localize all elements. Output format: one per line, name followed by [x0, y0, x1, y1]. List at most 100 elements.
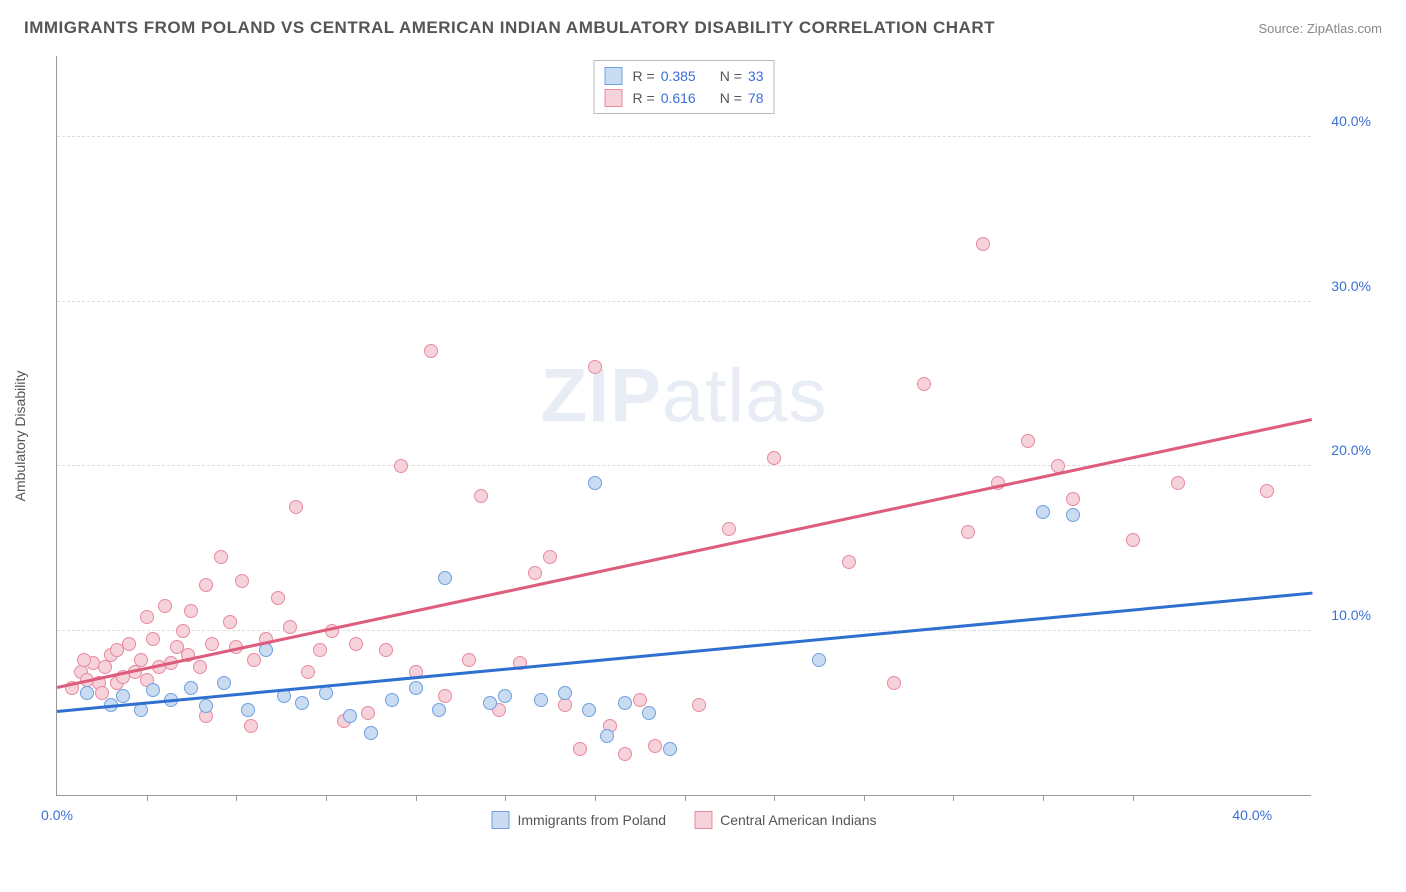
legend-swatch	[694, 811, 712, 829]
legend-r-value: 0.616	[661, 90, 696, 106]
scatter-point	[244, 719, 258, 733]
y-tick-label: 10.0%	[1331, 607, 1371, 623]
scatter-point	[887, 676, 901, 690]
scatter-point	[343, 709, 357, 723]
scatter-point	[122, 637, 136, 651]
source-attribution: Source: ZipAtlas.com	[1258, 21, 1382, 36]
scatter-point	[558, 686, 572, 700]
x-tick-mark	[685, 795, 686, 801]
scatter-point	[528, 566, 542, 580]
gridline	[57, 630, 1311, 631]
scatter-point	[1126, 533, 1140, 547]
scatter-point	[301, 665, 315, 679]
scatter-point	[361, 706, 375, 720]
chart-container: Ambulatory Disability ZIPatlas R =0.385N…	[56, 56, 1376, 816]
scatter-point	[917, 377, 931, 391]
x-tick-mark	[1043, 795, 1044, 801]
scatter-point	[961, 525, 975, 539]
legend-r-label: R =	[633, 68, 655, 84]
legend-swatch	[605, 89, 623, 107]
legend-row: R =0.385N =33	[605, 65, 764, 87]
scatter-point	[140, 610, 154, 624]
legend-label: Immigrants from Poland	[517, 812, 666, 828]
gridline	[57, 301, 1311, 302]
y-axis-label: Ambulatory Disability	[12, 371, 28, 502]
x-tick-mark	[326, 795, 327, 801]
scatter-point	[424, 344, 438, 358]
scatter-point	[409, 681, 423, 695]
scatter-point	[483, 696, 497, 710]
scatter-point	[642, 706, 656, 720]
scatter-point	[722, 522, 736, 536]
x-tick-mark	[864, 795, 865, 801]
scatter-point	[217, 676, 231, 690]
scatter-point	[432, 703, 446, 717]
scatter-point	[582, 703, 596, 717]
series-legend: Immigrants from Poland Central American I…	[491, 811, 876, 829]
y-tick-label: 40.0%	[1331, 113, 1371, 129]
scatter-point	[1260, 484, 1274, 498]
scatter-point	[379, 643, 393, 657]
x-tick-label: 0.0%	[41, 807, 73, 823]
scatter-point	[573, 742, 587, 756]
scatter-point	[80, 686, 94, 700]
scatter-point	[588, 360, 602, 374]
y-tick-label: 30.0%	[1331, 278, 1371, 294]
x-tick-mark	[774, 795, 775, 801]
plot-area: ZIPatlas R =0.385N =33R =0.616N =78 Immi…	[56, 56, 1311, 796]
legend-n-label: N =	[720, 90, 742, 106]
scatter-point	[842, 555, 856, 569]
legend-n-label: N =	[720, 68, 742, 84]
scatter-point	[1036, 505, 1050, 519]
x-tick-mark	[147, 795, 148, 801]
scatter-point	[385, 693, 399, 707]
scatter-point	[618, 696, 632, 710]
scatter-point	[184, 604, 198, 618]
gridline	[57, 465, 1311, 466]
scatter-point	[283, 620, 297, 634]
scatter-point	[474, 489, 488, 503]
scatter-point	[976, 237, 990, 251]
scatter-point	[158, 599, 172, 613]
scatter-point	[462, 653, 476, 667]
scatter-point	[692, 698, 706, 712]
legend-n-value: 33	[748, 68, 764, 84]
x-tick-label: 40.0%	[1232, 807, 1272, 823]
chart-title: IMMIGRANTS FROM POLAND VS CENTRAL AMERIC…	[24, 18, 995, 38]
correlation-legend: R =0.385N =33R =0.616N =78	[594, 60, 775, 114]
scatter-point	[767, 451, 781, 465]
legend-r-label: R =	[633, 90, 655, 106]
scatter-point	[1066, 492, 1080, 506]
scatter-point	[235, 574, 249, 588]
scatter-point	[1021, 434, 1035, 448]
scatter-point	[633, 693, 647, 707]
scatter-point	[77, 653, 91, 667]
scatter-point	[146, 683, 160, 697]
legend-row: R =0.616N =78	[605, 87, 764, 109]
x-tick-mark	[595, 795, 596, 801]
scatter-point	[498, 689, 512, 703]
scatter-point	[364, 726, 378, 740]
scatter-point	[241, 703, 255, 717]
scatter-point	[534, 693, 548, 707]
x-tick-mark	[505, 795, 506, 801]
legend-label: Central American Indians	[720, 812, 876, 828]
scatter-point	[214, 550, 228, 564]
x-tick-mark	[416, 795, 417, 801]
scatter-point	[1171, 476, 1185, 490]
scatter-point	[223, 615, 237, 629]
trend-line	[57, 418, 1313, 688]
scatter-point	[319, 686, 333, 700]
scatter-point	[259, 643, 273, 657]
scatter-point	[1066, 508, 1080, 522]
scatter-point	[199, 699, 213, 713]
x-tick-mark	[1133, 795, 1134, 801]
scatter-point	[199, 578, 213, 592]
scatter-point	[110, 643, 124, 657]
scatter-point	[543, 550, 557, 564]
gridline	[57, 136, 1311, 137]
scatter-point	[176, 624, 190, 638]
x-tick-mark	[953, 795, 954, 801]
legend-item: Immigrants from Poland	[491, 811, 666, 829]
legend-item: Central American Indians	[694, 811, 876, 829]
